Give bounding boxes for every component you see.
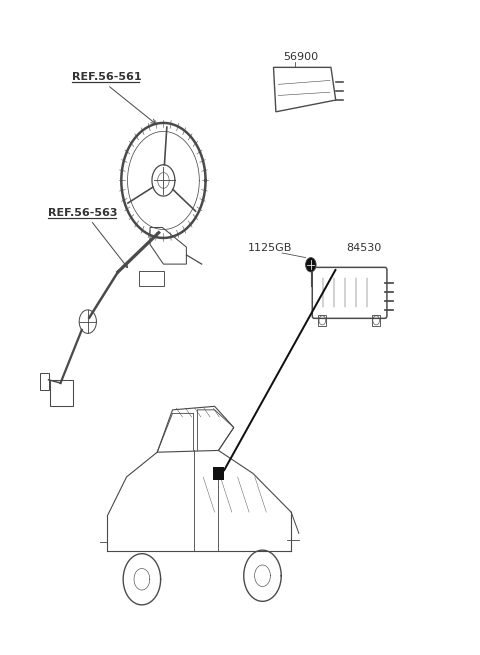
Text: REF.56-563: REF.56-563 <box>48 208 117 217</box>
Text: 1125GB: 1125GB <box>248 243 292 253</box>
Text: REF.56-561: REF.56-561 <box>72 72 141 82</box>
Bar <box>213 467 224 480</box>
Bar <box>318 315 326 326</box>
Text: 56900: 56900 <box>283 52 318 62</box>
Circle shape <box>306 257 316 272</box>
Text: 84530: 84530 <box>346 243 382 253</box>
Bar <box>372 315 380 326</box>
